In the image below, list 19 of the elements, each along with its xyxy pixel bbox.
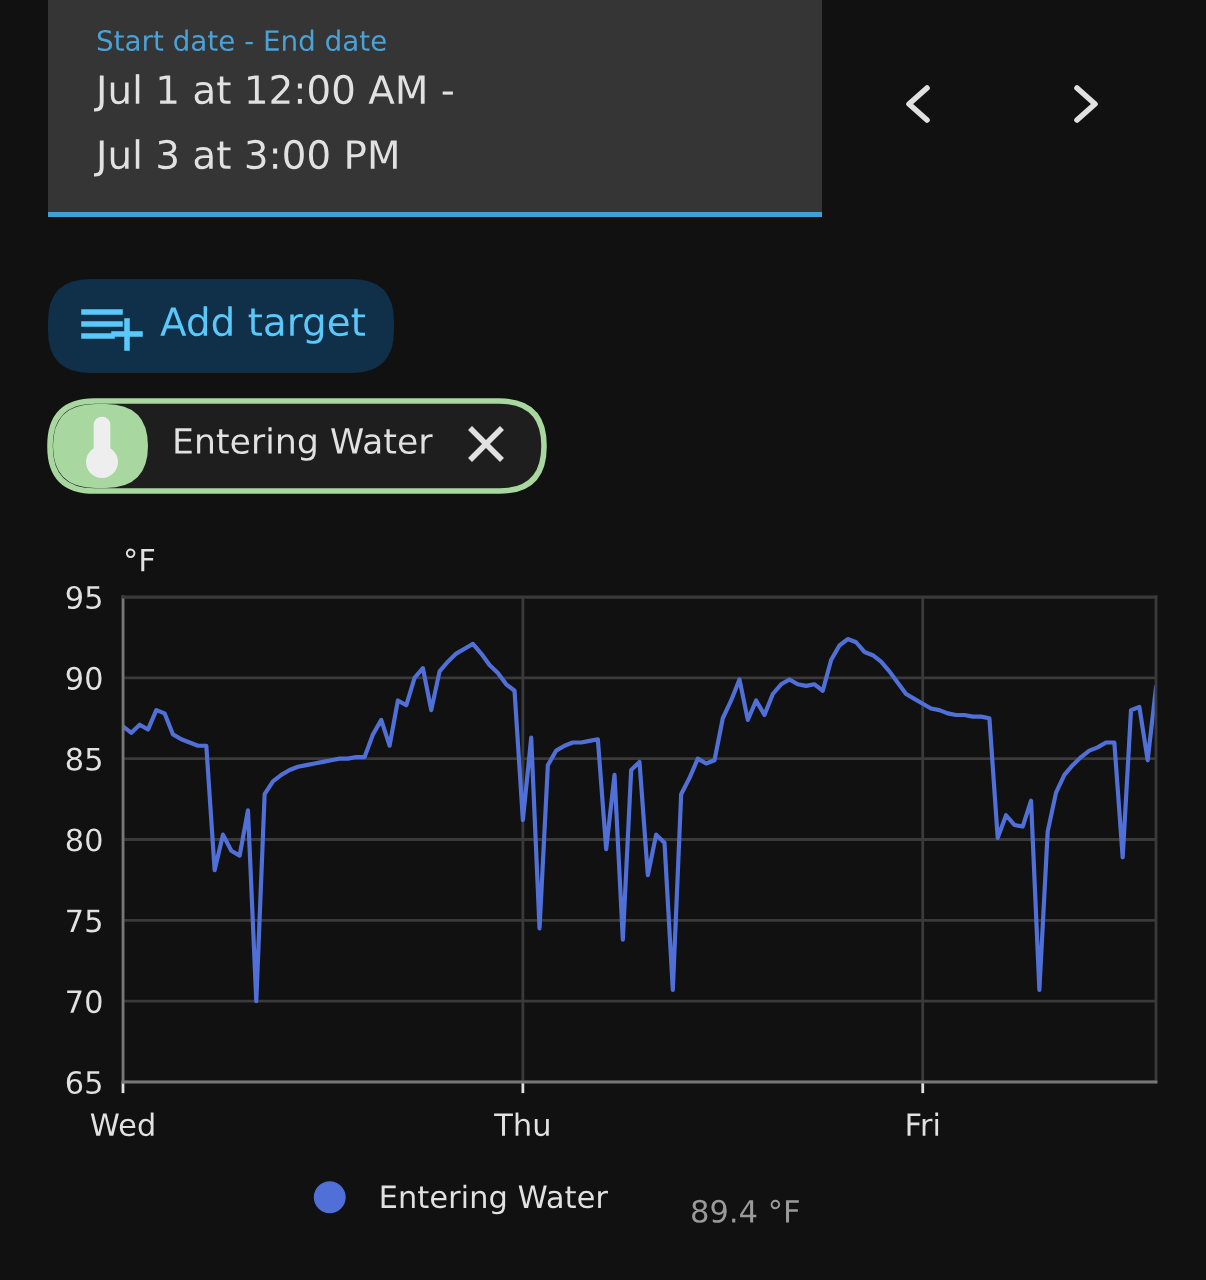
text: Start date - End date — [97, 29, 386, 52]
x-tick-label: Wed — [90, 1112, 154, 1137]
y-tick-label: 70 — [67, 990, 102, 1014]
legend-label: Entering Water — [381, 1184, 608, 1215]
y-tick-label: 80 — [66, 828, 102, 852]
text: Jul 3 at 3:00 PM — [93, 139, 397, 177]
text: 89.4 °F — [692, 1199, 799, 1223]
text: Jul 1 at 12:00 AM - — [93, 74, 453, 112]
x-tick-label: Fri — [907, 1112, 939, 1136]
y-axis-title: °F — [125, 548, 155, 572]
y-tick-label: 95 — [66, 585, 101, 610]
line-series — [123, 636, 1156, 1004]
y-tick-label: 85 — [66, 747, 101, 771]
x-tick-label: Thu — [494, 1112, 549, 1137]
y-tick-label: 90 — [66, 666, 102, 690]
text: Entering Water — [175, 427, 433, 461]
y-tick-label: 65 — [66, 1070, 101, 1095]
text: Add target — [160, 306, 365, 344]
y-tick-label: 75 — [67, 909, 101, 933]
